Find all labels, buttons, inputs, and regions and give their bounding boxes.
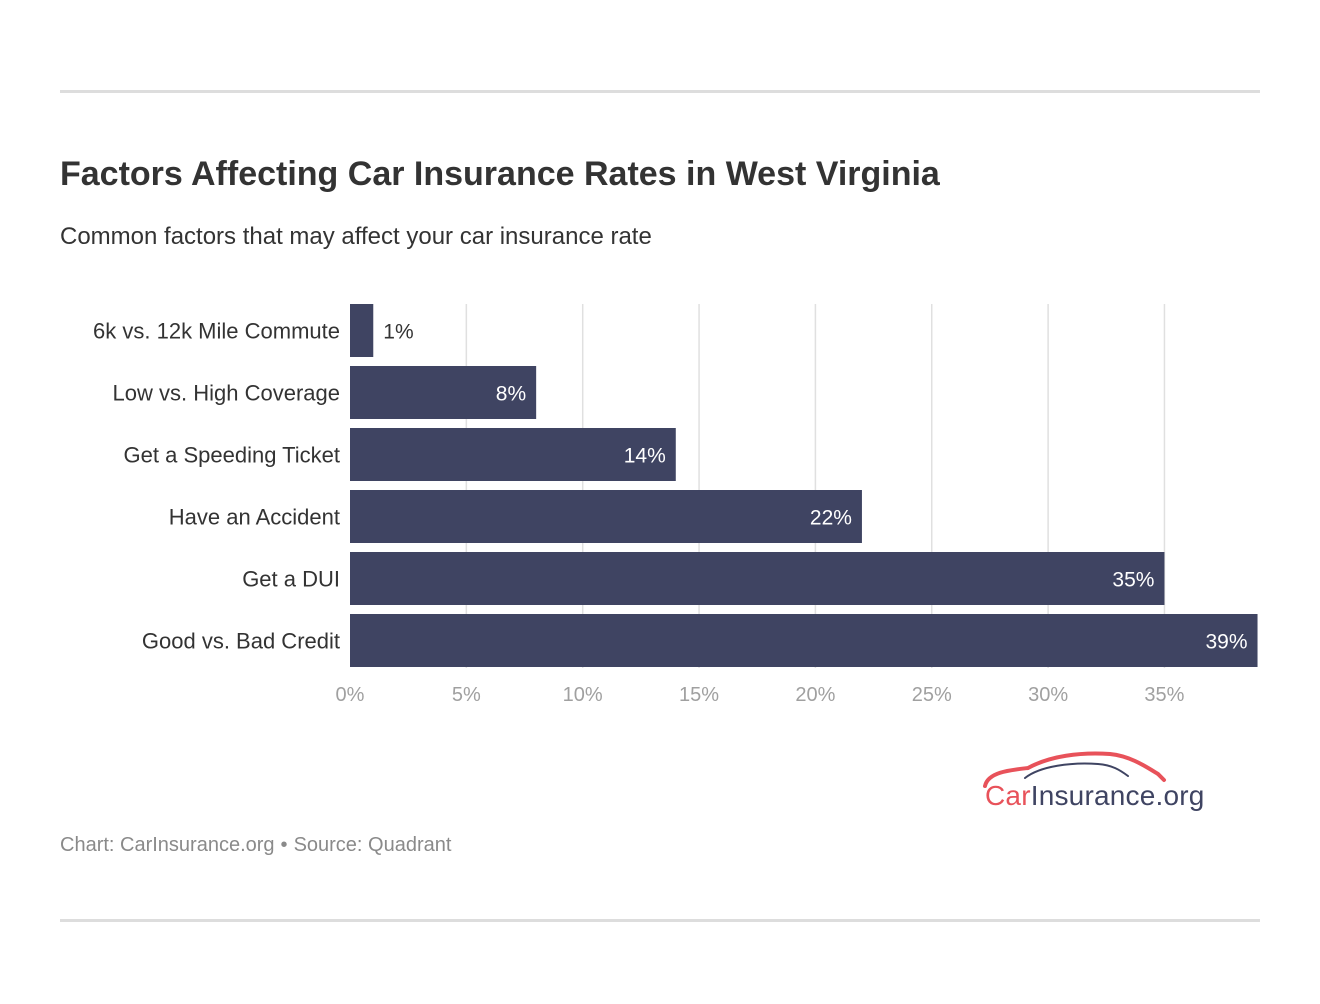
category-label: Get a DUI xyxy=(242,567,340,592)
logo-rest: Insurance.org xyxy=(1030,780,1205,811)
category-label: Get a Speeding Ticket xyxy=(124,443,340,468)
footer-separator: • xyxy=(280,834,288,856)
bar xyxy=(350,366,537,419)
value-label: 22% xyxy=(810,507,852,530)
top-rule xyxy=(60,90,1260,93)
x-tick-label: 20% xyxy=(795,684,835,706)
chart-source: Source: Quadrant xyxy=(293,834,452,856)
bar xyxy=(350,614,1258,667)
bar xyxy=(350,552,1165,605)
logo-brand: Car xyxy=(985,780,1031,811)
bottom-rule xyxy=(60,919,1260,922)
x-tick-label: 0% xyxy=(336,684,365,706)
category-label: Low vs. High Coverage xyxy=(113,381,340,406)
x-tick-label: 15% xyxy=(679,684,719,706)
chart-title: Factors Affecting Car Insurance Rates in… xyxy=(60,155,940,193)
bar xyxy=(350,304,374,357)
car-logo-icon xyxy=(983,751,1166,788)
x-tick-label: 35% xyxy=(1144,684,1184,706)
value-label: 1% xyxy=(383,321,413,344)
chart-subtitle: Common factors that may affect your car … xyxy=(60,223,652,250)
x-tick-label: 10% xyxy=(563,684,603,706)
value-label: 8% xyxy=(496,383,526,406)
x-tick-label: 5% xyxy=(452,684,481,706)
category-label: 6k vs. 12k Mile Commute xyxy=(93,319,340,344)
category-label: Good vs. Bad Credit xyxy=(142,629,340,654)
bar xyxy=(350,428,676,481)
bar xyxy=(350,490,862,543)
category-label: Have an Accident xyxy=(169,505,340,530)
x-tick-label: 25% xyxy=(912,684,952,706)
bar-chart: 6k vs. 12k Mile Commute 1% Low vs. High Co… xyxy=(93,304,1258,706)
value-label: 35% xyxy=(1112,569,1154,592)
chart-footer: Chart: CarInsurance.org • Source: Quadrant xyxy=(60,834,451,857)
x-tick-label: 30% xyxy=(1028,684,1068,706)
chart-credit: Chart: CarInsurance.org xyxy=(60,834,275,856)
logo-wordmark: CarInsurance.org xyxy=(985,780,1205,812)
value-label: 39% xyxy=(1205,631,1247,654)
value-label: 14% xyxy=(624,445,666,468)
